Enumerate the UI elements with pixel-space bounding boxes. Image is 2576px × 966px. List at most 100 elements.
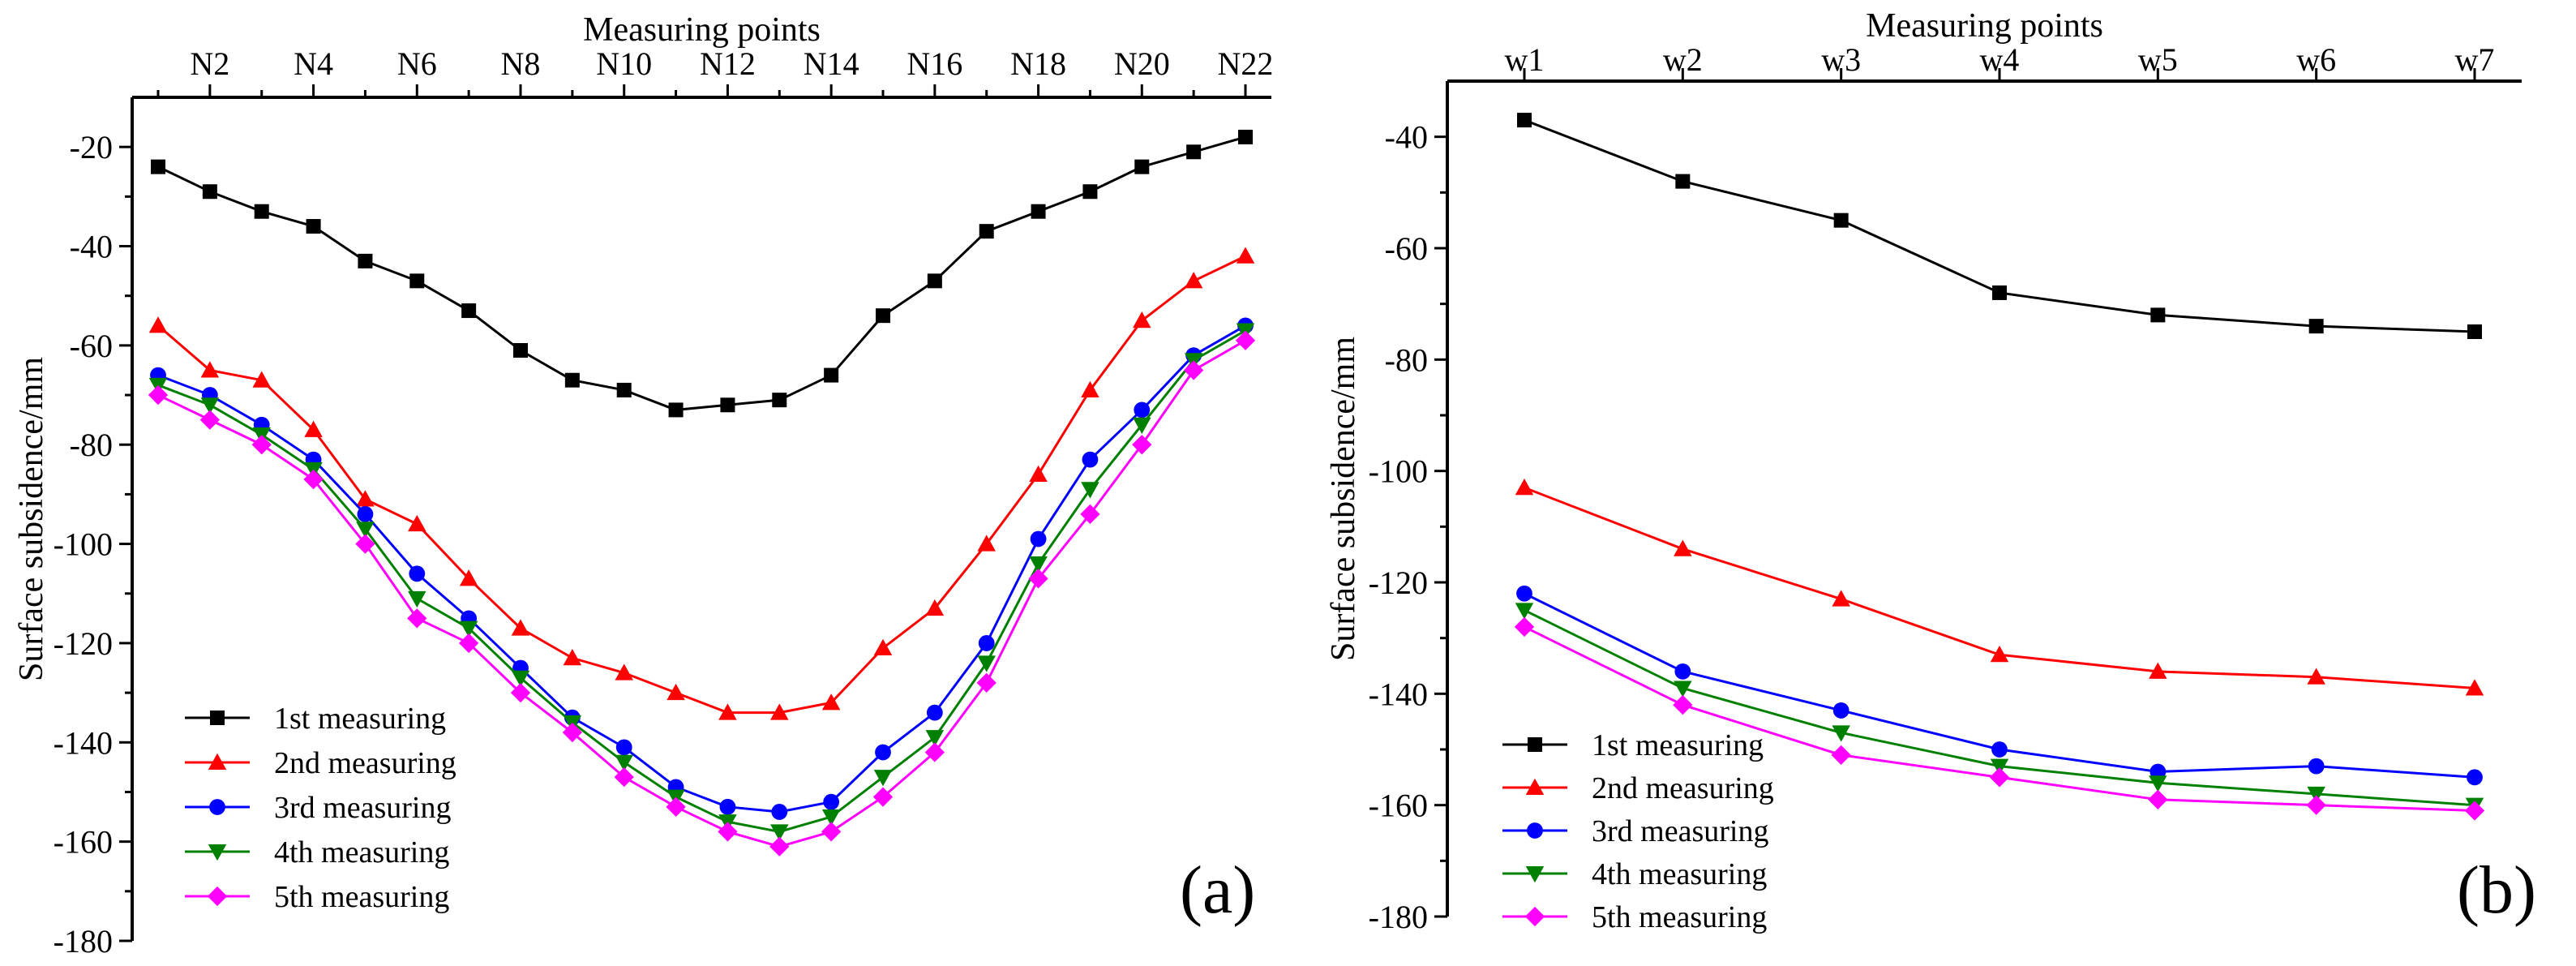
legend-entry: 4th measuring: [185, 835, 449, 869]
y-tick-label: -100: [1369, 453, 1428, 490]
data-point: [615, 754, 633, 772]
x-tick-label: w6: [2296, 41, 2336, 78]
data-point: [356, 490, 375, 507]
legend-marker: [208, 844, 227, 861]
data-point: [1831, 745, 1851, 766]
data-point: [1186, 144, 1202, 160]
y-tick-label: -40: [70, 229, 113, 265]
y-axis-title: Surface subsidence/mm: [13, 357, 50, 681]
data-point: [1082, 184, 1098, 200]
data-point: [1080, 504, 1100, 525]
legend-label: 3rd measuring: [274, 791, 451, 825]
legend-label: 5th measuring: [274, 880, 449, 914]
y-tick-label: -180: [1369, 899, 1428, 935]
data-point: [1134, 401, 1151, 419]
series-4: [148, 323, 1255, 841]
data-point: [1674, 663, 1691, 680]
data-point: [251, 435, 272, 455]
data-point: [615, 663, 633, 680]
data-point: [873, 770, 893, 787]
legend-entry: 2nd measuring: [1502, 771, 1774, 805]
legend-label: 4th measuring: [1592, 857, 1767, 891]
data-point: [976, 672, 997, 693]
x-tick-label: N22: [1218, 45, 1274, 82]
series-5: [148, 330, 1256, 857]
data-point: [1992, 285, 2007, 300]
data-point: [872, 787, 894, 807]
legend-marker: [1525, 866, 1545, 883]
data-point: [1134, 159, 1150, 174]
series-1: [151, 129, 1253, 418]
data-point: [409, 273, 425, 289]
data-point: [1517, 113, 1532, 128]
legend-label: 1st measuring: [1592, 728, 1764, 762]
x-axis-title: Measuring points: [1866, 7, 2103, 45]
y-tick-label: -160: [1369, 788, 1428, 824]
data-point: [303, 469, 324, 490]
data-point: [513, 343, 528, 358]
series-1: [1517, 113, 2482, 339]
data-point: [719, 798, 736, 815]
data-point: [979, 224, 994, 239]
data-point: [1133, 311, 1151, 328]
panel-label: (a): [1180, 852, 1255, 928]
x-tick-label: w3: [1821, 41, 1861, 78]
data-point: [151, 159, 165, 174]
data-point: [821, 693, 841, 711]
data-point: [1028, 569, 1048, 589]
data-point: [614, 766, 634, 788]
data-point: [1832, 725, 1850, 742]
series-5: [1514, 616, 2485, 821]
data-point: [615, 739, 632, 756]
data-point: [823, 793, 840, 810]
data-point: [355, 534, 375, 554]
data-point: [2306, 795, 2326, 815]
legend-label: 4th measuring: [274, 835, 449, 869]
data-point: [718, 703, 737, 720]
data-point: [1515, 603, 1534, 620]
y-tick-label: -140: [1369, 676, 1428, 712]
y-tick-label: -100: [54, 526, 113, 563]
y-tick-label: -120: [1369, 565, 1428, 601]
data-point: [1082, 451, 1099, 468]
legend-marker: [210, 711, 225, 725]
data-point: [1235, 330, 1256, 350]
data-point: [1030, 530, 1047, 547]
series-2: [1515, 479, 2484, 696]
data-point: [927, 273, 942, 289]
data-point: [821, 822, 842, 842]
data-point: [821, 809, 841, 826]
data-point: [2307, 668, 2325, 685]
data-point: [511, 619, 530, 636]
y-tick-label: -40: [1385, 119, 1428, 156]
data-point: [1081, 482, 1099, 499]
data-point: [718, 822, 738, 842]
legend-label: 2nd measuring: [274, 746, 456, 780]
series-line: [157, 135, 1246, 411]
data-point: [1990, 758, 2009, 775]
data-point: [924, 742, 945, 762]
x-tick-label: N10: [596, 45, 652, 82]
legend-marker: [1525, 778, 1545, 795]
x-tick-label: w1: [1505, 41, 1545, 78]
data-point: [668, 402, 684, 418]
legend-label: 3rd measuring: [1592, 814, 1768, 848]
legend-label: 5th measuring: [1592, 900, 1767, 934]
data-point: [772, 393, 787, 408]
data-point: [1132, 435, 1152, 455]
x-axis-title: Measuring points: [583, 11, 821, 49]
y-tick-label: -60: [1385, 230, 1428, 267]
data-point: [2308, 319, 2324, 334]
legend-entry: 3rd measuring: [1502, 814, 1768, 848]
x-tick-label: N16: [907, 45, 962, 82]
data-point: [1991, 741, 2008, 758]
data-point: [148, 384, 169, 406]
data-point: [667, 683, 685, 701]
data-point: [2465, 679, 2484, 696]
data-point: [1238, 129, 1253, 144]
data-point: [1832, 590, 1850, 607]
y-tick-label: -160: [54, 824, 113, 861]
data-point: [199, 410, 221, 430]
series-line: [157, 324, 1246, 814]
y-tick-label: -60: [70, 328, 113, 364]
